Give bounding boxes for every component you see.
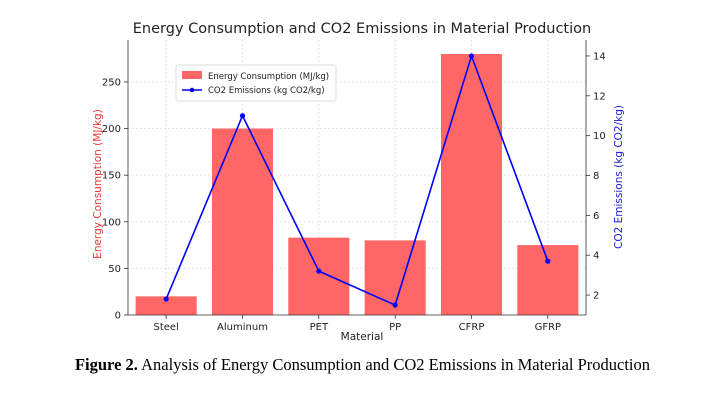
x-axis-label: Material [341,331,384,343]
bar-steel [135,296,197,315]
left-tick-label: 250 [102,77,121,88]
left-tick-label: 50 [108,264,121,275]
x-tick-label-aluminum: Aluminum [217,322,268,333]
left-tick-label: 100 [102,217,121,228]
co2-series-line [165,53,549,307]
y-axis-label: Energy Consumption (MJ/kg) [92,109,104,259]
legend-label-co2: CO2 Emissions (kg CO2/kg) [208,86,325,96]
caption-label: Figure 2. [74,355,138,374]
right-tick-label: 12 [593,91,606,102]
bars [135,53,579,315]
x-tick-label-gfrp: GFRP [535,322,561,333]
chart: Energy Consumption and CO2 Emissions in … [92,21,625,343]
right-tick-label: 4 [593,251,599,262]
co2-point-steel [163,296,169,302]
legend-label-energy: Energy Consumption (MJ/kg) [208,72,329,82]
axes [127,40,587,316]
co2-point-pp [392,302,398,308]
bar-aluminum [211,128,274,315]
legend-frame [175,64,337,102]
caption-text: Analysis of Energy Consumption and CO2 E… [137,355,651,374]
co2-point-aluminum [239,113,246,119]
x-tick-label-cfrp: CFRP [459,322,485,333]
left-axis-ticks: 0 50 100 150 200 250 [102,77,128,322]
right-tick-label: 14 [593,51,606,62]
left-tick-label: 0 [115,311,121,322]
right-tick-label: 2 [593,291,599,302]
right-tick-label: 6 [593,211,599,222]
right-axis-ticks: 2 4 6 8 10 12 14 [586,51,606,302]
bar-gfrp [517,245,579,315]
left-tick-label: 200 [102,124,121,135]
bar-pet [288,237,350,315]
y2-axis-label: CO2 Emissions (kg CO2/kg) [613,105,625,249]
left-tick-label: 150 [102,171,121,182]
co2-point-cfrp [468,53,475,59]
co2-point-pet [316,268,322,274]
co2-point-gfrp [545,258,551,264]
bar-cfrp [440,53,503,315]
figure-caption: Figure 2. Analysis of Energy Consumption… [0,355,725,375]
legend: Energy Consumption (MJ/kg) CO2 Emissions… [175,64,337,102]
x-tick-label-steel: Steel [153,322,178,333]
co2-line [163,53,551,308]
legend-marker-co2 [189,87,195,93]
right-tick-label: 8 [593,171,599,182]
legend-swatch-energy [182,71,202,79]
x-tick-label-pp: PP [389,322,401,333]
right-tick-label: 10 [593,131,606,142]
x-axis-ticks: Steel Aluminum PET PP CFRP GFRP [153,315,561,333]
chart-title: Energy Consumption and CO2 Emissions in … [133,21,591,37]
x-tick-label-pet: PET [310,322,329,333]
